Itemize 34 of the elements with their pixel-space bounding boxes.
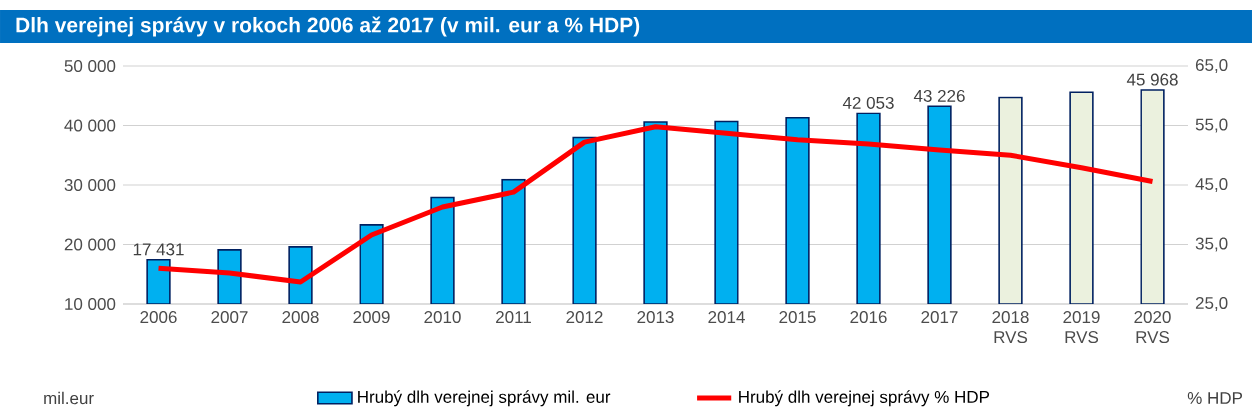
chart-title: Dlh verejnej správy v rokoch 2006 až 2017 (v mil. eur a % HDP) [16, 16, 640, 37]
data-label: 45 968 [1126, 73, 1178, 86]
y-tick-label: 40 000 [64, 119, 116, 132]
y2-tick-label: 25,0 [1195, 296, 1228, 312]
data-label: 42 053 [842, 96, 894, 109]
data-label: 17 431 [133, 243, 184, 256]
x-tick-label: 2012 [566, 311, 603, 324]
x-tick-label: 2015 [779, 311, 816, 324]
y-tick-label: 20 000 [64, 238, 116, 251]
x-tick-label: 2020 RVS [1134, 311, 1171, 344]
x-tick-label: 2019 RVS [1063, 311, 1100, 344]
y-axis-title: mil.eur [44, 391, 94, 405]
legend-label: Hrubý dlh verejnej správy % HDP [739, 390, 990, 407]
x-tick-label: 2013 [637, 311, 674, 324]
x-tick-label: 2014 [708, 311, 745, 324]
x-tick-label: 2011 [496, 311, 531, 324]
x-tick-label: 2006 [140, 311, 177, 324]
legend-label: Hrubý dlh verejnej správy mil. eur [358, 390, 611, 407]
x-tick-label: 2008 [282, 311, 319, 324]
x-tick-label: 2009 [353, 311, 390, 324]
y2-axis-title: % HDP [1187, 392, 1243, 404]
y2-tick-label: 65,0 [1195, 59, 1228, 74]
y2-tick-label: 45,0 [1195, 178, 1228, 193]
y-tick-label: 50 000 [64, 60, 116, 73]
x-tick-label: 2007 [211, 311, 248, 324]
x-tick-label: 2018 RVS [992, 311, 1029, 344]
x-tick-label: 2017 [921, 311, 958, 324]
x-tick-label: 2016 [850, 311, 887, 324]
y2-tick-label: 35,0 [1195, 237, 1228, 252]
data-label: 43 226 [913, 89, 965, 102]
y2-tick-label: 55,0 [1195, 118, 1228, 133]
y-tick-label: 10 000 [65, 298, 116, 311]
y-tick-label: 30 000 [64, 179, 116, 192]
x-tick-label: 2010 [424, 311, 461, 324]
